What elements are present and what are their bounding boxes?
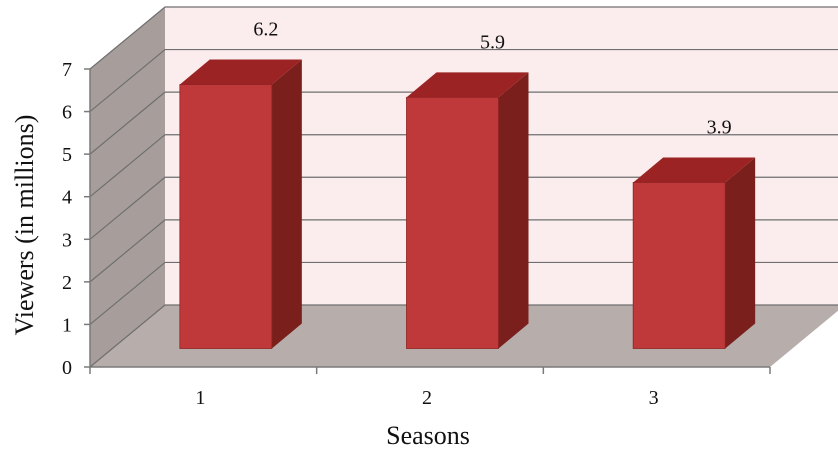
data-label: 6.2 <box>253 19 278 41</box>
y-tick-label: 1 <box>62 314 72 336</box>
bar-front <box>406 96 499 349</box>
x-tick-label: 3 <box>649 387 659 409</box>
x-axis-title: Seasons <box>386 421 470 450</box>
axes <box>89 69 770 368</box>
gridline <box>89 48 838 113</box>
y-tick-label: 3 <box>62 229 72 251</box>
x-ticks: 1 2 3 <box>89 367 771 409</box>
gridline <box>89 6 838 70</box>
bar-side <box>498 72 529 349</box>
y-tick-label: 7 <box>62 59 72 81</box>
bar <box>632 157 756 349</box>
bar-side <box>725 157 756 349</box>
x-tick-label: 2 <box>422 387 432 409</box>
data-label: 3.9 <box>707 116 732 138</box>
side-wall <box>90 7 165 367</box>
y-tick-label: 5 <box>62 144 72 166</box>
gridlines <box>89 6 838 368</box>
gridline <box>89 219 838 283</box>
bar-front <box>632 182 726 349</box>
x-tick-label: 1 <box>195 387 205 409</box>
gridline <box>89 304 838 368</box>
y-tick-label: 2 <box>62 272 72 294</box>
y-tick-labels: 0 1 2 3 4 5 6 7 <box>62 59 90 379</box>
gridline <box>89 134 838 198</box>
bar-top <box>179 59 302 85</box>
gridline <box>89 91 838 155</box>
bar <box>406 72 529 349</box>
bar-top <box>406 72 529 98</box>
bar-top <box>633 157 756 183</box>
data-label: 5.9 <box>480 31 505 53</box>
gridline <box>89 261 838 325</box>
y-tick-label: 0 <box>62 357 72 379</box>
y-tick-label: 4 <box>62 187 72 209</box>
bar-front <box>179 84 273 349</box>
gridline <box>89 176 838 240</box>
data-labels: 6.2 5.9 3.9 <box>253 19 731 139</box>
bar-side <box>271 59 302 349</box>
y-axis-title: Viewers (in millions) <box>10 115 39 336</box>
bar <box>179 59 302 349</box>
y-tick-label: 6 <box>62 102 72 124</box>
bars <box>179 59 756 349</box>
